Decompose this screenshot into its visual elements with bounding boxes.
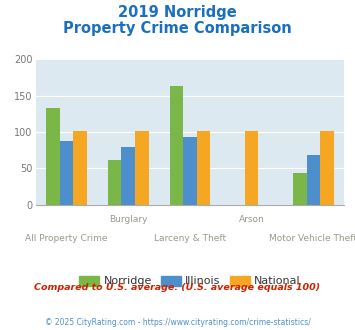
Bar <box>73 131 87 205</box>
Bar <box>170 86 183 205</box>
Text: Property Crime Comparison: Property Crime Comparison <box>63 21 292 36</box>
Bar <box>121 147 135 205</box>
Bar <box>293 173 307 205</box>
Bar <box>307 155 320 205</box>
Bar <box>108 160 121 205</box>
Bar <box>46 108 60 205</box>
Text: All Property Crime: All Property Crime <box>25 234 108 243</box>
Bar <box>60 142 73 205</box>
Text: Arson: Arson <box>239 214 264 223</box>
Bar <box>183 137 197 205</box>
Bar <box>245 131 258 205</box>
Text: Larceny & Theft: Larceny & Theft <box>154 234 226 243</box>
Text: © 2025 CityRating.com - https://www.cityrating.com/crime-statistics/: © 2025 CityRating.com - https://www.city… <box>45 318 310 327</box>
Bar <box>197 131 210 205</box>
Bar <box>320 131 334 205</box>
Text: Compared to U.S. average. (U.S. average equals 100): Compared to U.S. average. (U.S. average … <box>34 283 321 292</box>
Text: Motor Vehicle Theft: Motor Vehicle Theft <box>269 234 355 243</box>
Text: Burglary: Burglary <box>109 214 147 223</box>
Legend: Norridge, Illinois, National: Norridge, Illinois, National <box>75 271 305 291</box>
Bar <box>135 131 148 205</box>
Text: 2019 Norridge: 2019 Norridge <box>118 5 237 20</box>
